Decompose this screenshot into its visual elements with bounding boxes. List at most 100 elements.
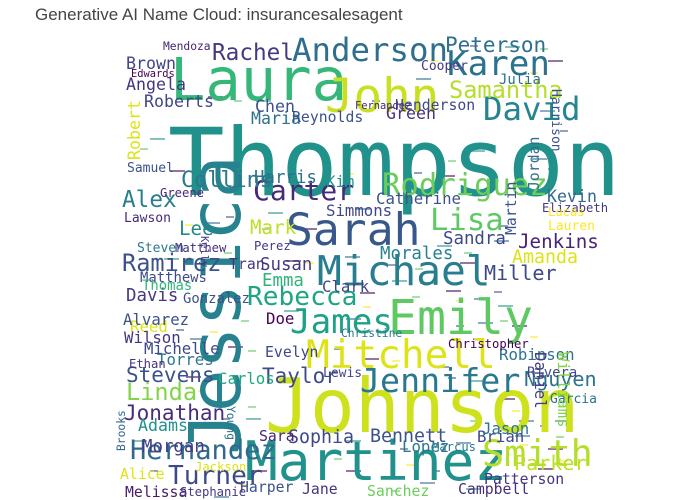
minor-word-mark xyxy=(512,410,520,412)
minor-word-mark xyxy=(448,160,456,162)
word-gonzalez: Gonzalez xyxy=(183,291,250,307)
minor-word-mark xyxy=(498,305,513,307)
minor-word-mark xyxy=(150,138,165,140)
minor-word-mark xyxy=(346,318,361,320)
word-doe: Doe xyxy=(266,309,294,328)
word-lopez: Lopez xyxy=(402,437,449,456)
word-harrison: Harrison xyxy=(548,89,563,152)
word-reynolds: Reynolds xyxy=(292,109,363,126)
minor-word-mark xyxy=(334,458,342,460)
word-stevens: Stevens xyxy=(126,363,215,387)
word-nguyen: Nguyen xyxy=(524,367,597,391)
minor-word-mark xyxy=(190,338,205,340)
minor-word-mark xyxy=(548,60,563,62)
word-kelly: Kelly xyxy=(198,236,210,267)
word-mark: Mark xyxy=(250,216,297,239)
word-ethan: Ethan xyxy=(129,357,166,371)
word-brown: Brown xyxy=(126,54,176,73)
minor-word-mark xyxy=(548,168,556,170)
minor-word-mark xyxy=(364,358,379,360)
word-rachel: Rachel xyxy=(212,40,294,66)
minor-word-mark xyxy=(500,320,508,322)
word-lawson: Lawson xyxy=(124,211,171,226)
word-jackson: Jackson xyxy=(195,460,246,474)
word-greene: Greene xyxy=(160,186,204,200)
chart-title: Generative AI Name Cloud: insurancesales… xyxy=(35,5,403,24)
minor-word-mark xyxy=(186,376,201,378)
word-roberts: Roberts xyxy=(144,92,214,111)
minor-word-mark xyxy=(530,72,538,74)
minor-word-mark xyxy=(392,280,407,282)
minor-word-mark xyxy=(392,490,400,492)
minor-word-mark xyxy=(500,398,515,400)
minor-word-mark xyxy=(556,436,564,438)
word-tran: Tran xyxy=(229,256,265,273)
minor-word-mark xyxy=(372,100,380,102)
word-hernandez: Hernandez xyxy=(130,435,277,466)
minor-word-mark xyxy=(252,470,267,472)
minor-word-mark xyxy=(456,300,464,302)
word-julia: Julia xyxy=(499,72,541,88)
word-miller: Miller xyxy=(484,261,557,285)
word-ramirez: Ramirez xyxy=(122,249,221,277)
minor-word-mark xyxy=(420,190,428,192)
word-mendoza: Mendoza xyxy=(163,40,211,53)
minor-word-mark xyxy=(284,310,299,312)
minor-word-mark xyxy=(388,264,396,266)
word-taylor: Taylor xyxy=(262,364,338,388)
word-morgan: Morgan xyxy=(142,437,205,457)
minor-word-mark xyxy=(432,470,440,472)
word-linda: Linda xyxy=(126,378,197,406)
minor-word-mark xyxy=(505,46,520,48)
word-robert: Robert xyxy=(125,100,144,160)
word-rodriguez: Rodriguez xyxy=(382,168,548,203)
word-alex: Alex xyxy=(122,187,177,213)
word-james: James xyxy=(290,302,393,342)
minor-word-mark xyxy=(456,325,464,327)
minor-word-mark xyxy=(248,406,256,408)
word-christine: Christine xyxy=(341,327,402,340)
minor-word-mark xyxy=(456,442,471,444)
word-jonathan: Jonathan xyxy=(124,401,225,425)
word-thompson: Thompson xyxy=(168,109,621,218)
word-rebecca: Rebecca xyxy=(247,282,357,312)
word-kevin: Kevin xyxy=(547,187,597,206)
minor-word-mark xyxy=(346,173,354,175)
minor-word-mark xyxy=(420,282,435,284)
word-harper: Harper xyxy=(240,479,294,496)
word-kim: Kim xyxy=(326,172,354,191)
word-sara: Sara xyxy=(259,428,295,445)
word-jane: Jane xyxy=(302,481,338,498)
word-elizabeth: Elizabeth xyxy=(542,201,608,215)
word-sandra: Sandra xyxy=(443,229,506,249)
minor-word-mark xyxy=(446,290,461,292)
word-chen: Chen xyxy=(255,97,295,116)
word-evelyn: Evelyn xyxy=(265,344,318,361)
minor-word-mark xyxy=(224,252,232,254)
word-carter: Carter xyxy=(253,174,354,207)
word-catherine: Catherine xyxy=(376,189,461,208)
minor-word-mark xyxy=(494,240,509,242)
minor-word-mark xyxy=(440,175,455,177)
minor-word-mark xyxy=(560,130,568,132)
minor-word-mark xyxy=(185,224,193,226)
minor-word-mark xyxy=(466,488,481,490)
minor-word-mark xyxy=(234,100,242,102)
minor-word-mark xyxy=(262,228,270,230)
word-emily: Emily xyxy=(388,290,533,346)
word-martinez: Martinez xyxy=(245,430,507,493)
word-williams: Williams xyxy=(554,352,573,428)
word-collins: Collins xyxy=(181,168,273,193)
word-jason: Jason xyxy=(482,419,529,438)
word-stephanie: Stephanie xyxy=(180,485,246,499)
word-lee: Lee xyxy=(179,217,214,240)
minor-word-mark xyxy=(268,212,283,214)
word-thomas: Thomas xyxy=(142,278,192,294)
minor-word-mark xyxy=(164,258,179,260)
minor-word-mark xyxy=(406,464,414,466)
minor-word-mark xyxy=(434,366,449,368)
minor-word-mark xyxy=(228,346,243,348)
minor-word-mark xyxy=(241,320,249,322)
minor-word-mark xyxy=(226,216,234,218)
minor-word-mark xyxy=(437,245,452,247)
